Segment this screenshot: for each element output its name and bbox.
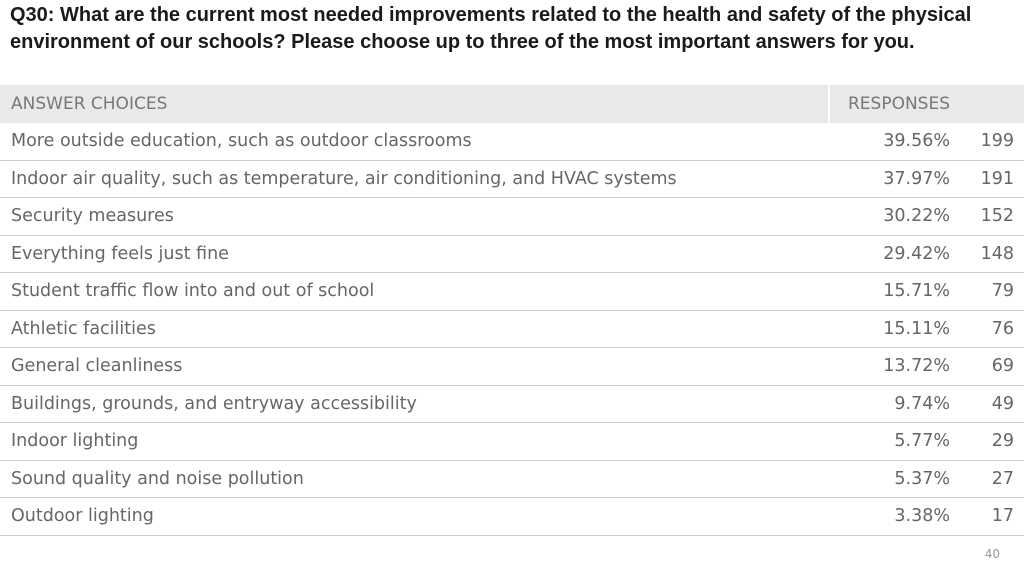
table-row: More outside education, such as outdoor … xyxy=(0,123,1024,161)
table-header: ANSWER CHOICES RESPONSES xyxy=(0,85,1024,123)
table-row: Indoor lighting 5.77% 29 xyxy=(0,423,1024,461)
response-count: 191 xyxy=(980,168,1014,189)
question-title: Q30: What are the current most needed im… xyxy=(10,4,972,53)
response-count: 17 xyxy=(991,506,1014,526)
response-count: 79 xyxy=(991,281,1014,301)
response-count: 69 xyxy=(991,356,1014,376)
answer-label: Sound quality and noise pollution xyxy=(11,468,304,489)
response-count: 49 xyxy=(991,393,1014,414)
table-body: More outside education, such as outdoor … xyxy=(0,123,1024,536)
response-count: 29 xyxy=(991,431,1014,451)
response-count: 76 xyxy=(991,318,1014,339)
table-row: Indoor air quality, such as temperature,… xyxy=(0,161,1024,198)
response-percent: 29.42% xyxy=(883,243,950,264)
answer-label: Indoor air quality, such as temperature,… xyxy=(11,168,677,189)
answer-label: Everything feels just fine xyxy=(11,243,229,264)
response-percent: 15.71% xyxy=(883,281,950,301)
table-row: Outdoor lighting 3.38% 17 xyxy=(0,498,1024,536)
answer-label: More outside education, such as outdoor … xyxy=(11,131,472,151)
response-percent: 3.38% xyxy=(894,506,950,526)
response-count: 152 xyxy=(980,206,1014,226)
answer-label: Outdoor lighting xyxy=(11,506,154,526)
table-row: General cleanliness 13.72% 69 xyxy=(0,348,1024,386)
response-percent: 5.77% xyxy=(894,431,950,451)
answer-label: Security measures xyxy=(11,206,174,226)
answer-label: General cleanliness xyxy=(11,356,183,376)
responses-table: ANSWER CHOICES RESPONSES More outside ed… xyxy=(0,85,1024,536)
table-row: Security measures 30.22% 152 xyxy=(0,198,1024,236)
response-count: 148 xyxy=(980,243,1014,264)
response-percent: 13.72% xyxy=(883,356,950,376)
table-row: Sound quality and noise pollution 5.37% 27 xyxy=(0,461,1024,498)
response-percent: 39.56% xyxy=(883,131,950,151)
table-row: Athletic facilities 15.11% 76 xyxy=(0,311,1024,348)
answer-label: Indoor lighting xyxy=(11,431,139,451)
response-percent: 5.37% xyxy=(894,468,950,489)
response-percent: 9.74% xyxy=(894,393,950,414)
response-percent: 15.11% xyxy=(883,318,950,339)
response-percent: 30.22% xyxy=(883,206,950,226)
table-row: Student traffic flow into and out of sch… xyxy=(0,273,1024,311)
header-answer-choices: ANSWER CHOICES xyxy=(11,94,168,114)
response-count: 27 xyxy=(991,468,1014,489)
header-responses: RESPONSES xyxy=(847,94,950,114)
answer-label: Buildings, grounds, and entryway accessi… xyxy=(11,393,417,414)
response-percent: 37.97% xyxy=(883,168,950,189)
table-row: Everything feels just fine 29.42% 148 xyxy=(0,236,1024,273)
answer-label: Student traffic flow into and out of sch… xyxy=(11,281,375,301)
answer-label: Athletic facilities xyxy=(11,318,156,339)
table-row: Buildings, grounds, and entryway accessi… xyxy=(0,386,1024,423)
page-number: 40 xyxy=(984,547,1000,561)
header-divider xyxy=(828,85,830,123)
response-count: 199 xyxy=(980,131,1014,151)
